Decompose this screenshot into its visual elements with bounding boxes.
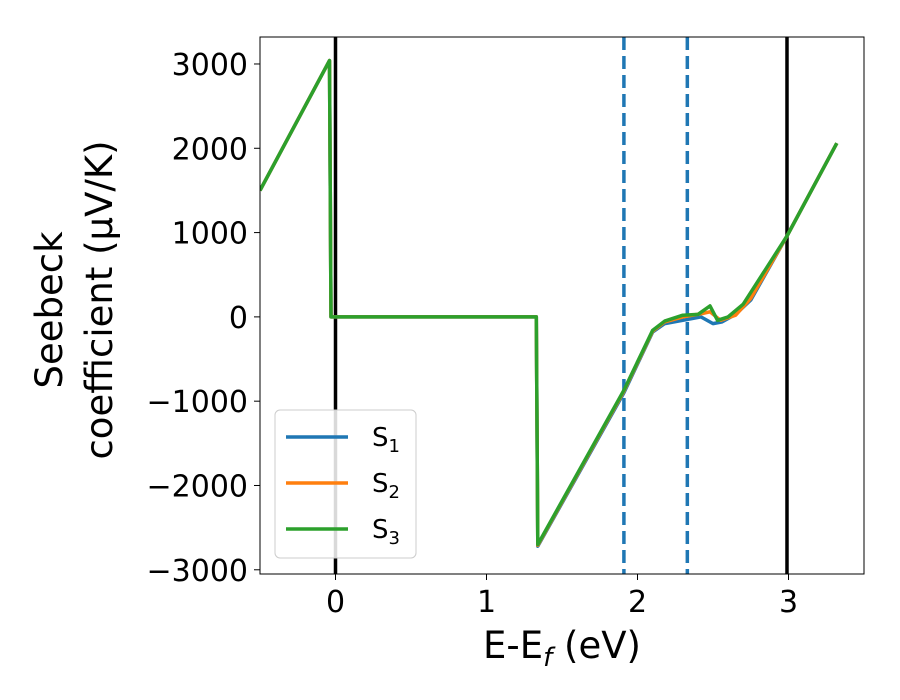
y-tick-label: 0	[229, 301, 248, 336]
plot-area	[260, 37, 839, 574]
x-axis-label: E-Ef (eV)	[483, 624, 641, 673]
y-tick-label: −2000	[147, 469, 248, 504]
x-tick-label: 0	[326, 585, 345, 620]
y-axis-label-line1: Seebeck	[28, 231, 71, 389]
y-tick-label: 2000	[172, 132, 248, 167]
legend-label-s1: S1	[372, 423, 400, 457]
y-tick-label: 3000	[172, 48, 248, 83]
plot-frame	[259, 36, 865, 575]
y-tick-label: −3000	[147, 554, 248, 589]
series-line-s3	[260, 58, 839, 547]
x-tick-label: 3	[779, 585, 798, 620]
y-tick-label: −1000	[147, 385, 248, 420]
axis-ticks: 0 1 2 3 −3000 −2000 −1000 0 1000 2000 3000	[147, 48, 799, 620]
x-tick-label: 1	[477, 585, 496, 620]
y-tick-label: 1000	[172, 217, 248, 252]
legend-label-s2: S2	[372, 469, 400, 503]
legend-label-s3: S3	[372, 515, 400, 549]
x-tick-label: 2	[628, 585, 647, 620]
legend: S1 S2 S3	[274, 409, 417, 559]
y-axis-label-line2: coefficient (μV/K)	[78, 140, 121, 459]
